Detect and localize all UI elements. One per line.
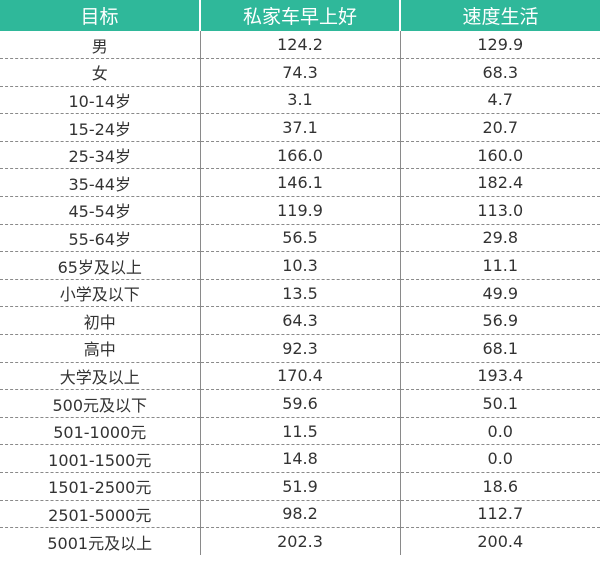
cell-target: 大学及以上 [0, 362, 201, 391]
header-row: 目标 私家车早上好 速度生活 [0, 0, 600, 31]
table-row: 1501-2500元 51.9 18.6 [0, 472, 600, 501]
cell-target: 45-54岁 [0, 196, 201, 225]
cell-series-1: 11.5 [200, 417, 401, 446]
cell-series-1: 146.1 [200, 168, 401, 198]
cell-series-2: 29.8 [400, 224, 600, 253]
cell-target: 25-34岁 [0, 141, 201, 170]
cell-target: 500元及以下 [0, 389, 201, 418]
cell-target: 15-24岁 [0, 113, 201, 142]
cell-target: 小学及以下 [0, 279, 201, 308]
cell-target: 10-14岁 [0, 86, 201, 115]
cell-series-2: 20.7 [400, 113, 600, 142]
cell-series-2: 68.1 [400, 334, 600, 363]
table-row: 1001-1500元 14.8 0.0 [0, 444, 600, 473]
cell-series-2: 11.1 [400, 251, 600, 280]
cell-series-1: 119.9 [200, 196, 401, 225]
cell-series-1: 56.5 [200, 224, 401, 253]
cell-series-1: 92.3 [200, 334, 401, 363]
cell-series-1: 170.4 [200, 362, 401, 391]
cell-series-1: 51.9 [200, 472, 401, 501]
cell-series-1: 166.0 [200, 141, 401, 170]
table-row: 高中 92.3 68.1 [0, 334, 600, 363]
cell-target: 男 [0, 31, 201, 60]
cell-series-2: 0.0 [400, 417, 600, 446]
table-row: 45-54岁 119.9 113.0 [0, 196, 600, 225]
table-row: 5001元及以上 202.3 200.4 [0, 527, 600, 556]
cell-series-2: 4.7 [400, 86, 600, 115]
table-row: 2501-5000元 98.2 112.7 [0, 500, 600, 529]
data-table: 目标 私家车早上好 速度生活 男 124.2 129.9 女 74.3 68.3 10-14… [0, 0, 600, 556]
cell-target: 501-1000元 [0, 417, 201, 446]
table-row: 35-44岁 146.1 182.4 [0, 168, 600, 198]
cell-series-1: 14.8 [200, 444, 401, 473]
cell-target: 女 [0, 58, 201, 87]
table-row: 小学及以下 13.5 49.9 [0, 279, 600, 308]
cell-series-2: 112.7 [400, 500, 600, 529]
cell-target: 1501-2500元 [0, 472, 201, 501]
table-row: 501-1000元 11.5 0.0 [0, 417, 600, 446]
cell-target: 5001元及以上 [0, 527, 201, 556]
cell-target: 1001-1500元 [0, 444, 201, 473]
cell-series-2: 113.0 [400, 196, 600, 225]
table-row: 初中 64.3 56.9 [0, 306, 600, 336]
cell-target: 55-64岁 [0, 224, 201, 253]
cell-series-2: 160.0 [400, 141, 600, 170]
cell-series-2: 68.3 [400, 58, 600, 87]
table-row: 10-14岁 3.1 4.7 [0, 86, 600, 115]
cell-target: 初中 [0, 306, 201, 336]
cell-series-2: 129.9 [400, 31, 600, 60]
cell-series-1: 74.3 [200, 58, 401, 87]
column-header-series-1: 私家车早上好 [200, 0, 401, 31]
cell-series-1: 64.3 [200, 306, 401, 336]
table-row: 65岁及以上 10.3 11.1 [0, 251, 600, 280]
cell-series-1: 202.3 [200, 527, 401, 556]
cell-series-2: 193.4 [400, 362, 600, 391]
table-row: 15-24岁 37.1 20.7 [0, 113, 600, 142]
cell-series-1: 59.6 [200, 389, 401, 418]
table-row: 500元及以下 59.6 50.1 [0, 389, 600, 418]
cell-series-2: 200.4 [477, 532, 524, 552]
cell-series-1: 124.2 [200, 31, 401, 60]
table-row: 男 124.2 129.9 [0, 31, 600, 60]
cell-series-1: 98.2 [200, 500, 401, 529]
table-body: 男 124.2 129.9 女 74.3 68.3 10-14岁 3.1 4.7 15-24岁 37… [0, 31, 600, 556]
cell-series-2: 49.9 [400, 279, 600, 308]
table-row: 25-34岁 166.0 160.0 [0, 141, 600, 170]
cell-series-2: 0.0 [400, 444, 600, 473]
cell-series-1: 3.1 [200, 86, 401, 115]
cell-target: 高中 [0, 334, 201, 363]
table-header: 目标 私家车早上好 速度生活 [0, 0, 600, 31]
cell-target: 35-44岁 [0, 168, 201, 198]
cell-series-1: 13.5 [200, 279, 401, 308]
cell-target: 65岁及以上 [0, 251, 201, 280]
cell-series-2: 182.4 [400, 168, 600, 198]
cell-series-2: 50.1 [400, 389, 600, 418]
column-header-series-2: 速度生活 [400, 0, 600, 31]
cell-target: 2501-5000元 [0, 500, 201, 529]
column-header-target: 目标 [0, 0, 201, 31]
cell-series-2: 56.9 [400, 306, 600, 336]
cell-series-1: 10.3 [200, 251, 401, 280]
cell-series-1: 37.1 [200, 113, 401, 142]
table-row: 大学及以上 170.4 193.4 [0, 362, 600, 391]
table-row: 55-64岁 56.5 29.8 [0, 224, 600, 253]
table-row: 女 74.3 68.3 [0, 58, 600, 87]
cell-series-2: 18.6 [400, 472, 600, 501]
